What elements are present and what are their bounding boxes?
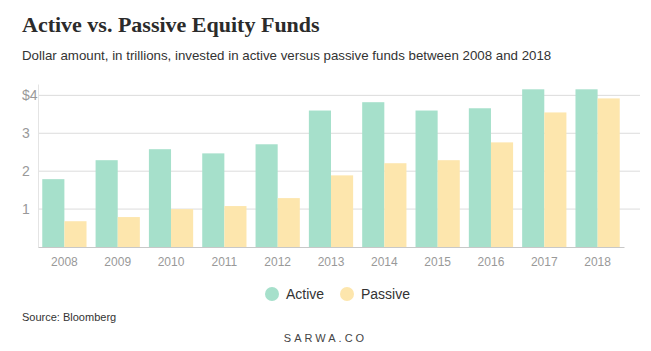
y-tick: 1 xyxy=(22,201,38,217)
title: Active vs. Passive Equity Funds xyxy=(22,12,320,37)
x-tick-label: 2011 xyxy=(211,255,237,269)
x-tick-label: 2009 xyxy=(104,255,131,269)
bar xyxy=(575,89,597,247)
bar xyxy=(202,153,224,247)
x-tick: 2013 xyxy=(318,247,345,269)
x-tick-label: 2018 xyxy=(584,255,611,269)
y-tick-label: 1 xyxy=(22,201,30,217)
bar xyxy=(309,111,331,247)
subtitle: Dollar amount, in trillions, invested in… xyxy=(22,48,551,63)
x-tick-label: 2010 xyxy=(158,255,185,269)
x-tick-label: 2015 xyxy=(424,255,451,269)
bar xyxy=(469,108,491,247)
x-tick: 2016 xyxy=(478,247,505,269)
y-tick-label: 3 xyxy=(22,125,30,141)
bar xyxy=(331,175,353,247)
bar xyxy=(491,142,513,247)
x-tick: 2015 xyxy=(424,247,451,269)
bar xyxy=(384,163,406,247)
bar xyxy=(362,102,384,247)
x-tick-label: 2014 xyxy=(371,255,398,269)
grid-line xyxy=(38,95,640,96)
x-tick: 2014 xyxy=(371,247,398,269)
y-axis-line xyxy=(38,85,39,248)
x-tick-label: 2016 xyxy=(478,255,505,269)
x-axis-line xyxy=(39,247,625,248)
x-tick: 2017 xyxy=(531,247,558,269)
x-tick: 2008 xyxy=(51,247,78,269)
x-tick: 2011 xyxy=(211,247,237,269)
bar xyxy=(118,217,140,247)
bar xyxy=(544,112,566,247)
legend-swatch xyxy=(340,287,354,301)
x-tick-label: 2017 xyxy=(531,255,558,269)
legend-label: Active xyxy=(286,286,324,302)
bar xyxy=(149,149,171,247)
bar xyxy=(278,198,300,247)
bar xyxy=(96,160,118,247)
y-tick: 2 xyxy=(22,163,38,179)
x-axis: 2008 2009 2010 2011 2012 2013 2014 2015 2016 2017… xyxy=(39,247,625,269)
bar xyxy=(416,111,438,247)
x-tick: 2009 xyxy=(104,247,131,269)
x-tick: 2012 xyxy=(264,247,291,269)
bar xyxy=(598,98,620,247)
x-tick-label: 2012 xyxy=(264,255,291,269)
legend-label: Passive xyxy=(361,286,410,302)
bar xyxy=(224,206,246,247)
y-tick: $4 xyxy=(22,87,38,103)
x-tick-label: 2008 xyxy=(51,255,78,269)
y-tick-label: 2 xyxy=(22,163,30,179)
bar xyxy=(64,221,86,247)
chart: Active vs. Passive Equity Funds Dollar am… xyxy=(0,0,651,351)
source: Source: Bloomberg xyxy=(22,311,116,323)
y-tick: 3 xyxy=(22,125,38,141)
y-tick-label: $4 xyxy=(22,87,38,103)
bars xyxy=(42,89,619,247)
x-tick: 2010 xyxy=(158,247,185,269)
x-tick: 2018 xyxy=(584,247,611,269)
x-tick-label: 2013 xyxy=(318,255,345,269)
y-axis: 1 2 3 $4 xyxy=(22,85,39,248)
legend-swatch xyxy=(265,287,279,301)
credit: SARWA.CO xyxy=(284,332,367,344)
bar xyxy=(438,160,460,247)
bar xyxy=(171,209,193,247)
bar xyxy=(42,179,64,247)
bar xyxy=(522,89,544,247)
legend: Active Passive xyxy=(265,286,410,302)
bar xyxy=(256,144,278,247)
